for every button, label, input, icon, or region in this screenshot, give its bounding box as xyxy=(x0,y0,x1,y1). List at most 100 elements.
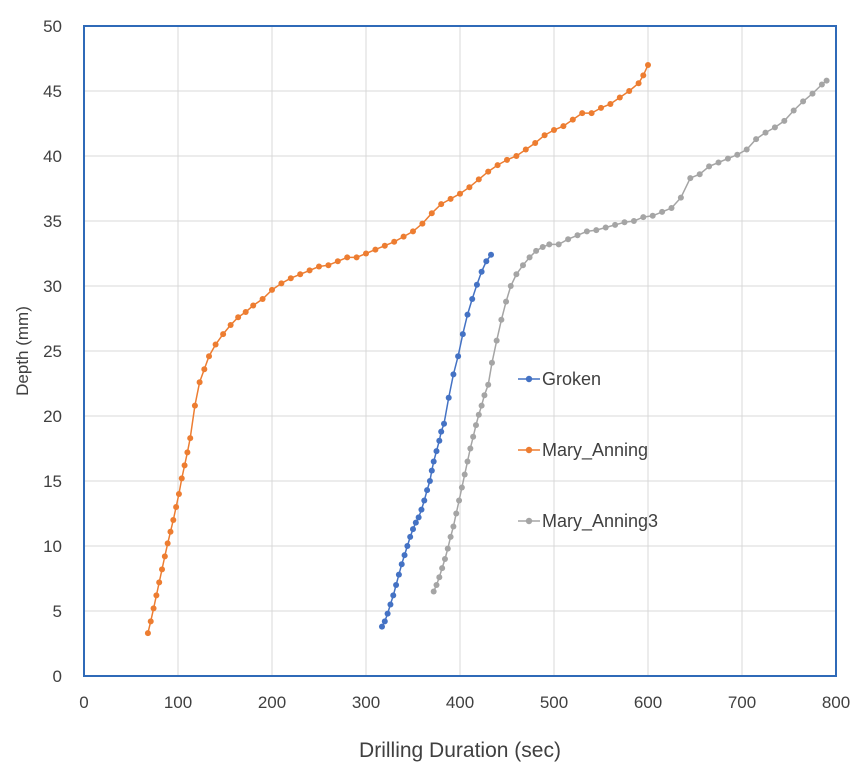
data-point xyxy=(235,314,242,321)
legend-marker xyxy=(525,375,533,383)
data-point xyxy=(428,210,435,217)
data-point xyxy=(635,80,642,87)
data-point xyxy=(478,268,485,275)
data-point xyxy=(212,341,219,348)
data-point xyxy=(478,402,485,409)
data-point xyxy=(677,194,684,201)
data-point xyxy=(539,244,546,250)
data-point xyxy=(519,262,526,269)
data-point xyxy=(447,533,454,540)
data-point xyxy=(809,90,816,97)
x-tick-label: 200 xyxy=(258,693,286,712)
data-point xyxy=(201,366,208,373)
data-point xyxy=(513,153,520,159)
x-tick-label: 500 xyxy=(540,693,568,712)
series-groken xyxy=(378,251,495,630)
data-point xyxy=(242,309,249,315)
y-tick-label: 35 xyxy=(43,212,62,231)
legend-label: Groken xyxy=(542,369,601,389)
series-layer xyxy=(144,62,830,637)
data-point xyxy=(488,251,495,258)
data-point xyxy=(706,163,713,170)
data-point xyxy=(381,618,388,625)
data-point xyxy=(522,146,529,153)
data-point xyxy=(167,528,174,535)
data-point xyxy=(464,311,471,318)
legend: Groken Mary_Anning Mary_Anning3 xyxy=(518,369,658,532)
data-point xyxy=(419,220,426,227)
data-point xyxy=(441,420,448,427)
data-point xyxy=(762,129,769,136)
y-tick-label: 25 xyxy=(43,342,62,361)
data-point xyxy=(381,242,388,249)
data-point xyxy=(464,458,471,465)
y-tick-label: 15 xyxy=(43,472,62,491)
data-point xyxy=(696,171,703,178)
data-point xyxy=(687,175,694,182)
data-point xyxy=(153,592,160,599)
y-tick-labels: 0 5 10 15 20 25 30 35 40 45 50 xyxy=(43,17,62,686)
data-point xyxy=(467,445,474,452)
data-point xyxy=(407,533,414,540)
data-point xyxy=(555,241,562,248)
data-point xyxy=(387,601,394,608)
data-point xyxy=(475,411,482,418)
legend-item: Groken xyxy=(518,369,601,389)
data-point xyxy=(541,132,548,139)
data-point xyxy=(363,250,369,257)
y-tick-label: 5 xyxy=(53,602,62,621)
data-point xyxy=(398,561,405,568)
data-point xyxy=(734,151,741,158)
data-point xyxy=(159,566,166,573)
data-point xyxy=(483,258,490,265)
data-point xyxy=(269,286,275,293)
data-point xyxy=(436,437,443,444)
legend-label: Mary_Anning xyxy=(542,440,648,461)
data-point xyxy=(481,392,488,399)
data-point xyxy=(344,254,351,261)
data-point xyxy=(450,371,457,378)
data-point xyxy=(458,484,465,491)
data-point xyxy=(453,510,460,517)
data-point xyxy=(390,592,397,599)
legend-item: Mary_Anning xyxy=(518,440,648,461)
data-point xyxy=(612,221,619,228)
data-point xyxy=(494,162,501,169)
data-point xyxy=(175,491,182,497)
data-point xyxy=(164,540,171,547)
series-mary_anning3 xyxy=(430,77,830,595)
data-point xyxy=(384,610,391,617)
data-point xyxy=(485,168,492,175)
series-line xyxy=(147,64,649,634)
data-point xyxy=(378,623,385,630)
data-point xyxy=(150,605,157,612)
data-point xyxy=(526,254,533,261)
data-point xyxy=(410,526,416,533)
data-point xyxy=(771,124,778,131)
y-tick-label: 0 xyxy=(53,667,62,686)
data-point xyxy=(353,254,360,261)
data-point xyxy=(393,582,400,588)
data-point xyxy=(433,582,440,588)
data-point xyxy=(475,176,482,183)
data-point xyxy=(400,233,407,240)
data-point xyxy=(287,275,294,282)
data-point xyxy=(278,280,285,287)
data-point xyxy=(588,110,595,117)
x-axis-title: Drilling Duration (sec) xyxy=(359,739,561,762)
data-point xyxy=(602,224,609,231)
x-tick-label: 300 xyxy=(352,693,380,712)
y-tick-label: 30 xyxy=(43,277,62,296)
data-point xyxy=(438,428,445,435)
data-point xyxy=(259,296,266,302)
data-point xyxy=(187,435,194,442)
data-point xyxy=(404,543,411,549)
data-point xyxy=(412,519,419,526)
data-point xyxy=(790,107,797,114)
data-point xyxy=(436,574,443,581)
data-point xyxy=(426,478,433,484)
data-point xyxy=(532,140,539,146)
data-point xyxy=(410,228,416,235)
x-tick-label: 100 xyxy=(164,693,192,712)
